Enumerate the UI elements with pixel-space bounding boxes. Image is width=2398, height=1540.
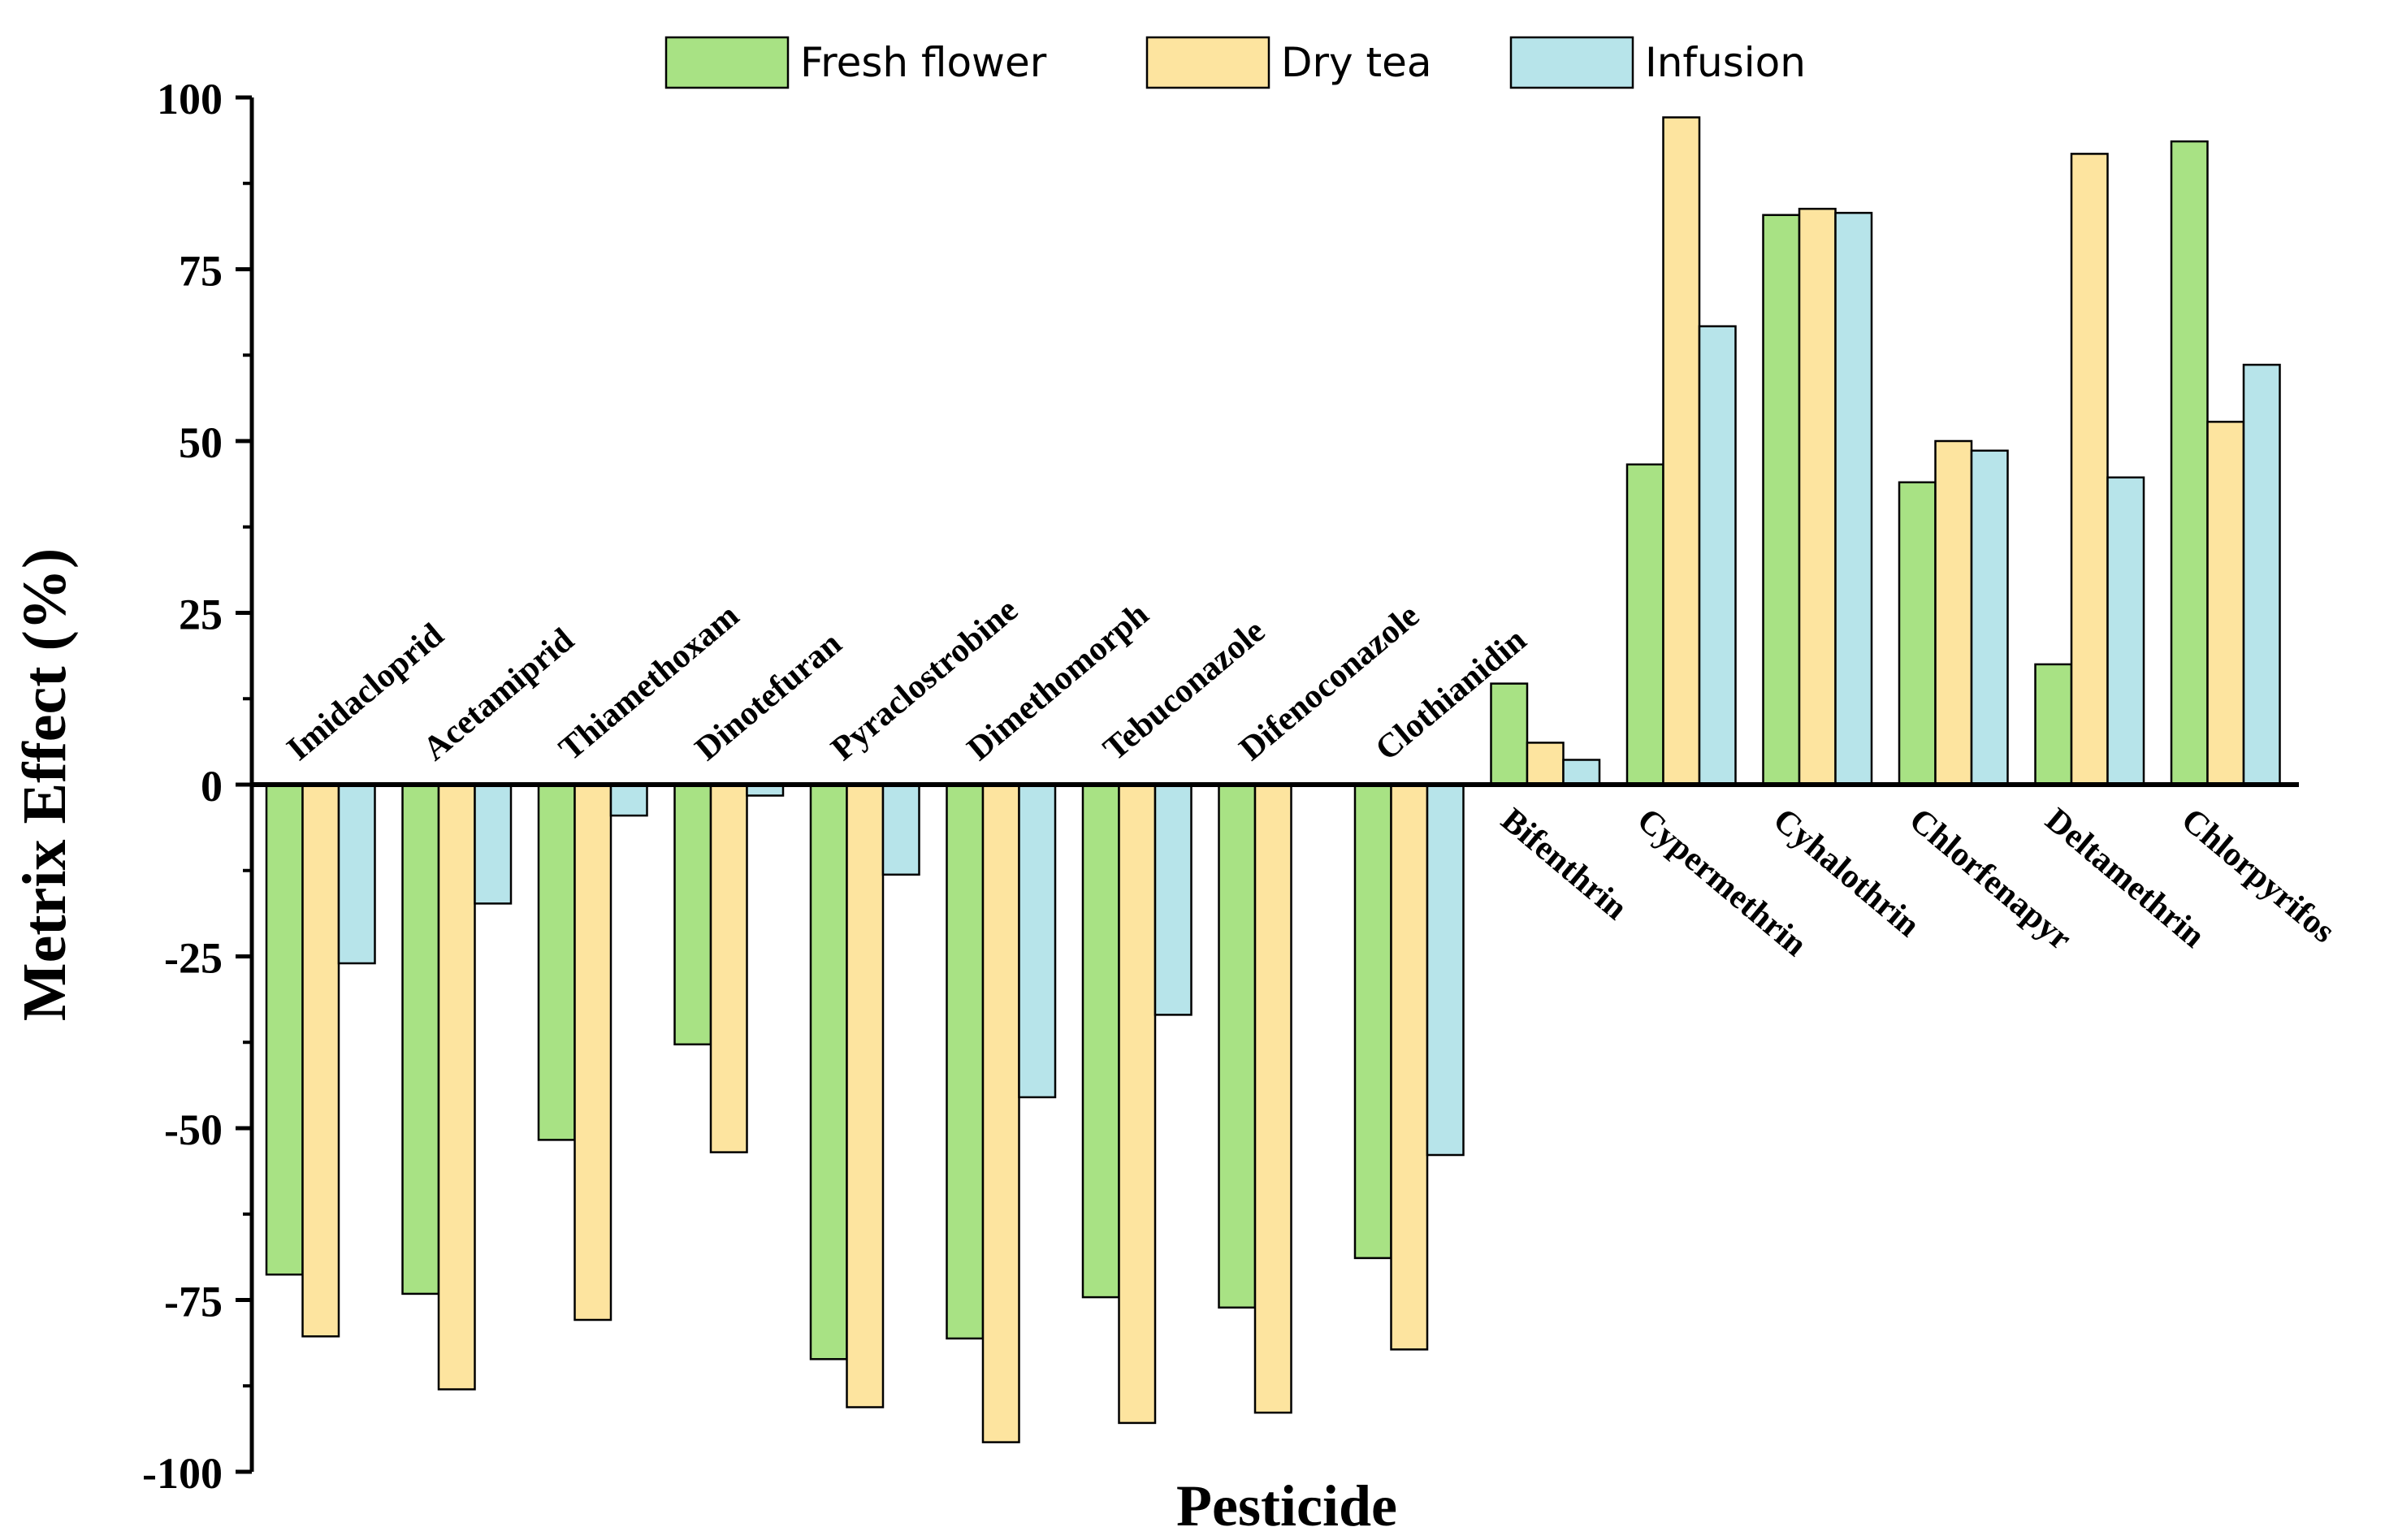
bar-fresh-flower-acetamiprid: [401, 783, 440, 1296]
category-label: Bifenthrin: [1494, 801, 1634, 927]
bar-fresh-flower-deltamethrin: [2034, 663, 2073, 786]
bar-infusion-tebuconazole: [1154, 783, 1193, 1016]
legend-label: Dry tea: [1281, 39, 1432, 86]
y-tick-label: 0: [201, 762, 223, 811]
y-tick-label: -50: [164, 1105, 223, 1154]
y-tick-label: 100: [157, 75, 223, 123]
bar-infusion-cypermethrin: [1698, 325, 1737, 786]
legend-swatch-fresh-flower: [664, 36, 790, 89]
bar-dry-tea-tebuconazole: [1118, 783, 1157, 1425]
bar-infusion-imidacloprid: [337, 783, 376, 965]
y-tick-label: 50: [179, 418, 223, 467]
bar-dry-tea-acetamiprid: [437, 783, 476, 1391]
y-tick-label: -25: [164, 934, 223, 983]
bar-infusion-chlorpyrifos: [2242, 363, 2281, 786]
bar-fresh-flower-difenoconazole: [1218, 783, 1257, 1309]
bar-fresh-flower-bifenthrin: [1490, 682, 1529, 786]
bar-dry-tea-deltamethrin: [2070, 153, 2109, 786]
bar-dry-tea-imidacloprid: [301, 783, 340, 1338]
bar-dry-tea-bifenthrin: [1526, 742, 1565, 786]
y-tick-label: -75: [164, 1278, 223, 1326]
y-tick-label: 75: [179, 247, 223, 296]
bar-infusion-thiamethoxam: [609, 783, 648, 817]
y-axis-title: Metrix Effect (%): [11, 548, 79, 1021]
bar-fresh-flower-pyraclostrobine: [809, 783, 848, 1360]
legend-swatch-infusion: [1509, 36, 1634, 89]
axes: -100 -75 -50 -25 0 25 50 75 100: [142, 75, 2299, 1498]
bar-dry-tea-difenoconazole: [1253, 783, 1292, 1414]
bar-infusion-chlorfenapyr: [1970, 449, 2009, 786]
bar-dry-tea-pyraclostrobine: [846, 783, 885, 1408]
bar-fresh-flower-dimethomorph: [946, 783, 985, 1340]
bar-fresh-flower-clothianidin: [1353, 783, 1392, 1260]
bar-infusion-cyhalothrin: [1834, 211, 1873, 786]
bar-infusion-clothianidin: [1426, 783, 1465, 1157]
bar-fresh-flower-tebuconazole: [1081, 783, 1120, 1299]
bar-dry-tea-dinotefuran: [709, 783, 748, 1153]
bar-fresh-flower-thiamethoxam: [537, 783, 576, 1141]
bar-infusion-pyraclostrobine: [881, 783, 920, 876]
bars: [265, 116, 2281, 1443]
bar-infusion-deltamethrin: [2106, 476, 2145, 786]
bar-dry-tea-thiamethoxam: [574, 783, 612, 1322]
bar-dry-tea-cyhalothrin: [1798, 207, 1837, 786]
bar-dry-tea-chlorpyrifos: [2206, 421, 2245, 786]
y-tick-label: 25: [179, 590, 223, 639]
bar-infusion-acetamiprid: [474, 783, 513, 905]
bar-infusion-dimethomorph: [1018, 783, 1057, 1099]
legend-swatch-dry-tea: [1145, 36, 1270, 89]
bar-dry-tea-cypermethrin: [1662, 116, 1701, 786]
x-axis-title: Pesticide: [1176, 1473, 1397, 1538]
bar-fresh-flower-chlorfenapyr: [1898, 481, 1937, 786]
bar-dry-tea-clothianidin: [1390, 783, 1429, 1351]
bar-dry-tea-chlorfenapyr: [1934, 439, 1973, 786]
bar-fresh-flower-chlorpyrifos: [2170, 140, 2209, 786]
bar-fresh-flower-cypermethrin: [1625, 463, 1664, 786]
bar-infusion-bifenthrin: [1562, 759, 1601, 786]
bar-fresh-flower-dinotefuran: [673, 783, 712, 1046]
legend-label: Infusion: [1645, 39, 1806, 86]
bar-fresh-flower-imidacloprid: [265, 783, 304, 1276]
legend: Fresh flower Dry tea Infusion: [664, 36, 1806, 89]
bar-fresh-flower-cyhalothrin: [1762, 214, 1801, 786]
y-tick-label: -100: [142, 1449, 223, 1498]
legend-label: Fresh flower: [800, 39, 1047, 86]
bar-dry-tea-dimethomorph: [981, 783, 1020, 1443]
